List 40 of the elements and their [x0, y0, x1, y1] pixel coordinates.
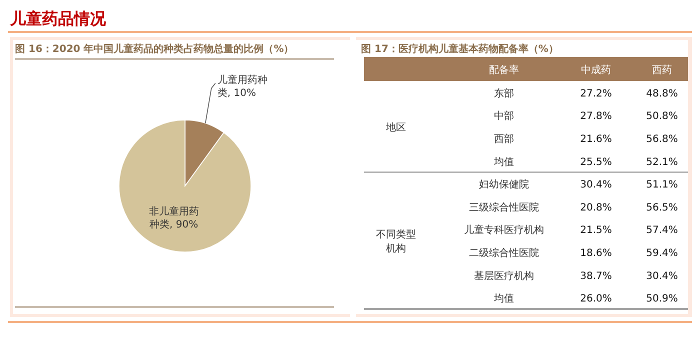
category-label: 二级综合性医院 [469, 248, 539, 259]
category-label: 儿童专科医疗机构 [464, 225, 544, 236]
text: 30.4% [580, 180, 612, 191]
text: 26.0% [580, 294, 612, 305]
text: 51.1% [646, 180, 678, 191]
text: 56.5% [646, 202, 678, 214]
text: 50.8% [646, 111, 678, 122]
text: 21.5% [580, 225, 612, 236]
text: 50.9% [646, 294, 678, 305]
text: 38.7% [580, 270, 612, 282]
text: 48.8% [646, 88, 678, 100]
text: 18.6% [580, 248, 612, 259]
text: 图 17：医疗机构儿童基本药物配备率（%） [361, 43, 558, 55]
category-label: 基层医疗机构 [474, 270, 534, 282]
category-label: 中部 [494, 111, 514, 122]
category-label: 中成药 [581, 64, 611, 76]
text: 配备率 [489, 64, 519, 76]
category-label: 均值 [494, 156, 514, 168]
text: 27.2% [580, 88, 612, 100]
chart-title: 图 16：2020 年中国儿童药品的种类占药物总量的比例（%） [15, 43, 294, 55]
category-label: 东部 [494, 88, 514, 100]
category-label: 不同类型机构 [376, 230, 416, 255]
text: 27.8% [580, 111, 612, 122]
category-label: 西药 [652, 64, 672, 76]
text: 21.6% [580, 134, 612, 145]
text: 56.8% [646, 134, 678, 145]
text: 20.8% [580, 202, 612, 214]
category-label: 均值 [494, 294, 514, 305]
text: 52.1% [646, 156, 678, 168]
category-label: 西部 [494, 134, 514, 145]
slice-label: 非儿童用药种类, 90% [148, 206, 199, 231]
text: 57.4% [646, 225, 678, 236]
category-label: 地区 [386, 122, 406, 134]
text: 儿童药品情况 [9, 9, 107, 28]
category-label: 三级综合性医院 [469, 202, 539, 214]
text: 30.4% [646, 270, 678, 282]
text: 25.5% [580, 156, 612, 168]
category-label: 妇幼保健院 [479, 180, 529, 191]
text: 59.4% [646, 248, 678, 259]
slice-label: 儿童用药种类, 10% [217, 74, 268, 100]
